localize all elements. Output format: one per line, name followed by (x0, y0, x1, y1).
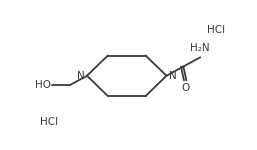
Text: O: O (182, 83, 190, 93)
Text: HO: HO (34, 80, 51, 90)
Text: N: N (77, 71, 85, 81)
Text: HCl: HCl (207, 25, 226, 34)
Text: H₂N: H₂N (189, 43, 209, 53)
Text: HCl: HCl (40, 117, 58, 127)
Text: N: N (169, 71, 177, 81)
